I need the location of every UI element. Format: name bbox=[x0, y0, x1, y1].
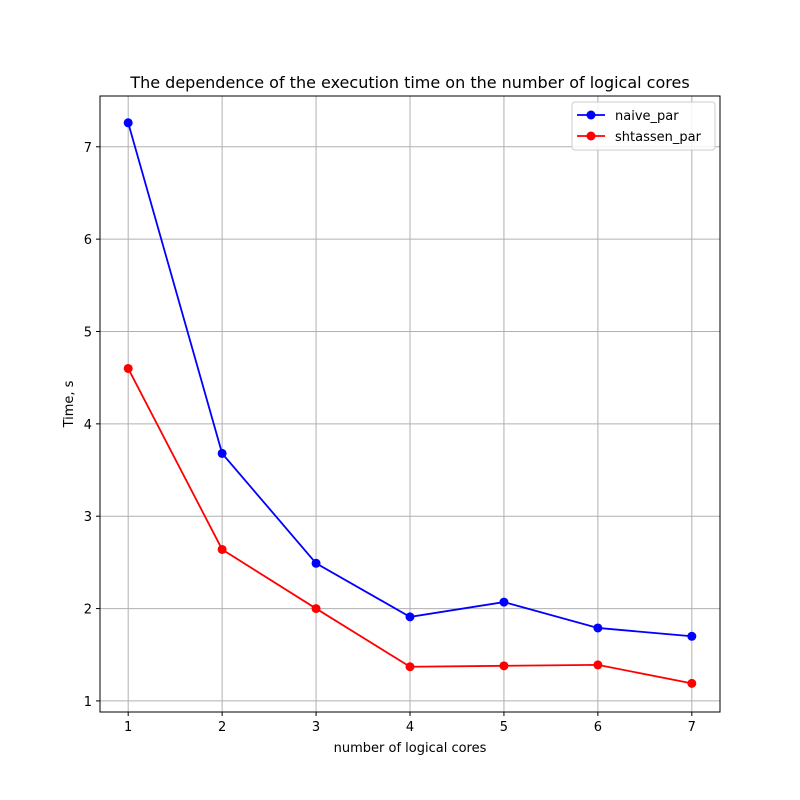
legend-item: shtassen_par bbox=[577, 130, 702, 145]
y-axis: 1 2 3 4 5 6 7 bbox=[84, 141, 100, 710]
legend-item: naive_par bbox=[577, 109, 679, 124]
data-point bbox=[311, 558, 321, 568]
x-tick-label: 1 bbox=[124, 720, 132, 735]
data-point bbox=[123, 118, 133, 128]
x-axis: 1 2 3 4 5 6 7 bbox=[124, 712, 696, 735]
data-point bbox=[499, 661, 509, 671]
data-point bbox=[311, 604, 321, 614]
y-tick-label: 1 bbox=[84, 695, 92, 710]
legend-box bbox=[571, 101, 716, 151]
series-shtassen_par bbox=[123, 363, 697, 688]
legend-label: naive_par bbox=[615, 109, 679, 124]
x-tick-label: 3 bbox=[312, 720, 320, 735]
series-layer bbox=[123, 118, 697, 688]
legend-marker bbox=[586, 131, 596, 141]
x-tick-label: 7 bbox=[688, 720, 696, 735]
x-axis-label: number of logical cores bbox=[334, 741, 487, 756]
data-point bbox=[217, 544, 227, 554]
series-naive_par bbox=[123, 118, 697, 641]
y-tick-label: 5 bbox=[84, 326, 92, 341]
data-point bbox=[593, 623, 603, 633]
y-tick-label: 7 bbox=[84, 141, 92, 156]
legend: naive_par shtassen_par bbox=[571, 101, 716, 151]
data-point bbox=[687, 631, 697, 641]
x-tick-label: 4 bbox=[406, 720, 414, 735]
x-tick-label: 2 bbox=[218, 720, 226, 735]
y-axis-label: Time, s bbox=[62, 380, 77, 428]
data-point bbox=[405, 612, 415, 622]
y-tick-label: 3 bbox=[84, 510, 92, 525]
y-tick-label: 4 bbox=[84, 418, 92, 433]
data-point bbox=[405, 662, 415, 672]
data-point bbox=[687, 678, 697, 688]
data-point bbox=[217, 448, 227, 458]
x-tick-label: 5 bbox=[500, 720, 508, 735]
legend-marker bbox=[586, 110, 596, 120]
data-point bbox=[593, 660, 603, 670]
legend-label: shtassen_par bbox=[615, 130, 702, 145]
x-tick-label: 6 bbox=[594, 720, 602, 735]
data-point bbox=[123, 363, 133, 373]
y-tick-label: 6 bbox=[84, 233, 92, 248]
chart-title: The dependence of the execution time on … bbox=[129, 73, 689, 92]
data-point bbox=[499, 597, 509, 607]
y-tick-label: 2 bbox=[84, 603, 92, 618]
